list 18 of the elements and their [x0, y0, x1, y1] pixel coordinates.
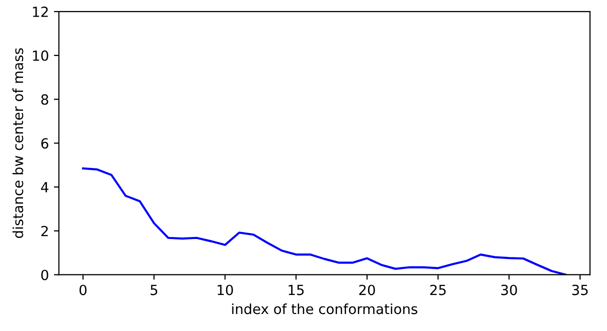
x-tick-label: 30 [501, 284, 517, 296]
x-tick-label: 25 [430, 284, 446, 296]
x-tick-label: 10 [218, 284, 233, 296]
y-tick-label: 6 [41, 138, 48, 149]
y-tick-label: 8 [41, 94, 48, 105]
y-tick-label: 2 [41, 226, 48, 236]
x-tick-label: 35 [572, 284, 588, 296]
y-tick-label: 10 [33, 50, 48, 61]
x-tick-label: 5 [150, 284, 158, 296]
y-tick-label: 12 [33, 6, 48, 17]
y-tick-label: 0 [41, 270, 48, 280]
x-axis-title: index of the conformations [232, 303, 418, 314]
y-tick-label: 4 [41, 182, 48, 192]
x-tick-label: 20 [359, 284, 375, 296]
x-tick-label: 0 [80, 284, 87, 296]
x-tick-label: 15 [288, 284, 304, 296]
y-axis-title: distance bw center of mass [12, 48, 24, 238]
line-series [82, 167, 567, 275]
